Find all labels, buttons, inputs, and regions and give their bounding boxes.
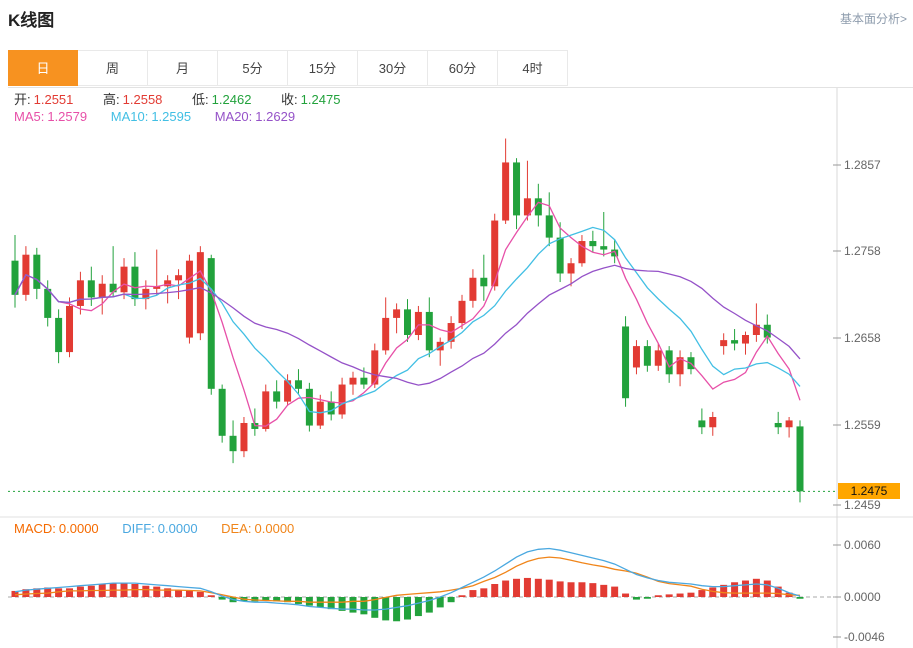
ma10-value: 1.2595 [151,109,192,124]
ma20-label: MA20: [214,109,253,124]
low-label: 低: [192,92,209,107]
y-tick-label: -0.0046 [844,630,885,644]
tab-5min[interactable]: 5分 [218,50,288,86]
macd-value-info: MACD: 0.0000 [14,521,99,536]
diff-value-info: DIFF: 0.0000 [122,521,197,536]
tab-4hour[interactable]: 4时 [498,50,568,86]
macd-label: MACD: [14,521,56,536]
ohlc-info: 开: 1.2551 高: 1.2558 低: 1.2462 收: 1.2475 [14,89,366,108]
y-tick-label: 1.2559 [844,418,881,432]
dea-value: 0.0000 [254,521,295,536]
tab-week[interactable]: 周 [78,50,148,86]
timeframe-tabs: 日 周 月 5分 15分 30分 60分 4时 [8,50,913,88]
ma5-label: MA5: [14,109,45,124]
tab-15min[interactable]: 15分 [288,50,358,86]
y-tick-label: 1.2857 [844,158,881,172]
ma10-label: MA10: [110,109,149,124]
y-tick-label: 1.2758 [844,244,881,258]
dea-label: DEA: [221,521,252,536]
diff-value: 0.0000 [157,521,198,536]
low-value: 1.2462 [211,92,252,107]
close-info: 收: 1.2475 [281,92,340,107]
ma20-value: 1.2629 [255,109,296,124]
high-label: 高: [103,92,120,107]
open-label: 开: [14,92,31,107]
tab-day[interactable]: 日 [8,50,78,86]
macd-value: 0.0000 [58,521,99,536]
ma5-info: MA5: 1.2579 [14,109,87,124]
open-value: 1.2551 [33,92,74,107]
tab-month[interactable]: 月 [148,50,218,86]
macd-info: MACD: 0.0000 DIFF: 0.0000 DEA: 0.0000 [14,521,314,536]
ma10-info: MA10: 1.2595 [111,109,191,124]
ma5-value: 1.2579 [47,109,88,124]
dea-value-info: DEA: 0.0000 [221,521,294,536]
low-info: 低: 1.2462 [192,92,251,107]
header: K线图 基本面分析> [0,0,913,46]
tab-60min[interactable]: 60分 [428,50,498,86]
high-info: 高: 1.2558 [103,92,162,107]
y-tick-label: 1.2459 [844,498,881,512]
high-value: 1.2558 [122,92,163,107]
current-price-badge: 1.2475 [838,483,900,500]
y-tick-label: 0.0060 [844,538,881,552]
close-label: 收: [281,92,298,107]
ma-info: MA5: 1.2579 MA10: 1.2595 MA20: 1.2629 [14,109,315,124]
y-tick-label: 0.0000 [844,590,881,604]
ma20-info: MA20: 1.2629 [215,109,295,124]
diff-label: DIFF: [122,521,155,536]
fundamental-analysis-link[interactable]: 基本面分析> [839,12,907,26]
y-tick-label: 1.2658 [844,331,881,345]
page-title: K线图 [8,11,55,30]
open-info: 开: 1.2551 [14,92,73,107]
close-value: 1.2475 [300,92,341,107]
tab-30min[interactable]: 30分 [358,50,428,86]
